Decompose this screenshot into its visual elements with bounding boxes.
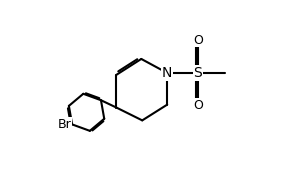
Text: O: O	[193, 99, 203, 112]
Text: S: S	[194, 66, 202, 80]
Text: Br: Br	[57, 118, 71, 131]
Text: O: O	[193, 34, 203, 47]
Text: N: N	[162, 66, 172, 80]
